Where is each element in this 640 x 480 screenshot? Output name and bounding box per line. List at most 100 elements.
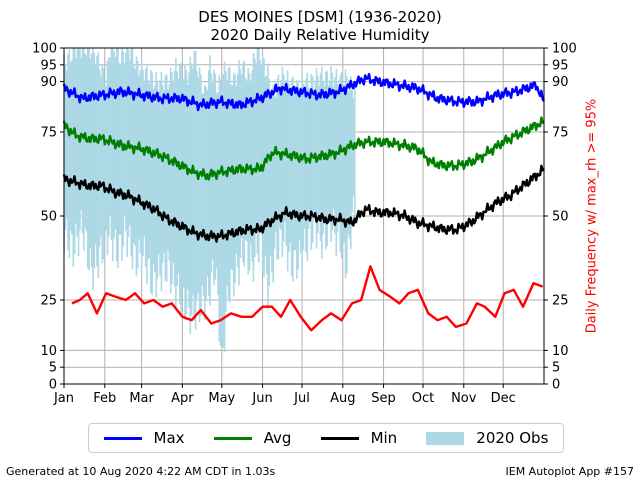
legend-swatch-avg (213, 436, 252, 440)
obs-bar (65, 70, 68, 219)
chart-legend: Max Avg Min 2020 Obs (88, 423, 564, 453)
obs-bar (332, 86, 335, 210)
obs-bar (176, 71, 178, 286)
series-line-min (62, 164, 545, 243)
y-tick-label-right: 95 (552, 58, 569, 73)
obs-bar (147, 79, 150, 260)
obs-bar (286, 70, 289, 272)
obs-bar (311, 76, 314, 243)
obs-bar (259, 59, 261, 230)
obs-bar (115, 48, 118, 262)
obs-bar (281, 66, 284, 257)
obs-bar (321, 66, 323, 260)
obs-bar (193, 51, 196, 321)
obs-bar (167, 89, 169, 251)
obs-bar (148, 83, 151, 259)
obs-bar (339, 75, 342, 252)
obs-bar (255, 63, 257, 234)
obs-bar (106, 60, 109, 256)
obs-bar (157, 91, 160, 255)
obs-bar (125, 52, 127, 232)
y-tick-label-right: 90 (552, 75, 569, 90)
obs-bar (204, 85, 206, 320)
x-tick-label: Nov (451, 391, 477, 406)
obs-bar (347, 92, 349, 235)
obs-bar (163, 90, 165, 253)
obs-bar (297, 82, 299, 270)
obs-bar (155, 71, 157, 298)
obs-bar (202, 93, 205, 296)
obs-bar (121, 48, 123, 261)
obs-bar (231, 85, 234, 270)
obs-bar (201, 94, 203, 286)
y-tick-label-right: 10 (552, 344, 569, 359)
y-tick-label-left: 75 (40, 126, 57, 141)
obs-bar (310, 73, 313, 250)
obs-bar (232, 72, 235, 297)
obs-bar (268, 78, 271, 286)
obs-bar (294, 93, 297, 251)
y-tick-label-right: 0 (552, 378, 560, 393)
y-tick-label-right: 100 (552, 42, 577, 57)
obs-bar (238, 60, 240, 286)
obs-bar (338, 90, 340, 222)
legend-label-max: Max (153, 429, 185, 447)
obs-bar (227, 67, 230, 301)
footer-app: IEM Autoplot App #157 (505, 465, 635, 478)
obs-bar (119, 63, 122, 235)
y-tick-label-right: 25 (552, 294, 569, 309)
obs-bar (197, 77, 200, 294)
obs-bar (169, 67, 172, 294)
x-tick-label: Jul (293, 391, 310, 406)
obs-bar (123, 62, 126, 217)
obs-bar (151, 72, 154, 296)
obs-bar (85, 55, 88, 232)
obs-bar (184, 64, 186, 320)
y-tick-label-left: 5 (49, 361, 57, 376)
x-tick-label: Jun (251, 391, 272, 406)
obs-bar (342, 86, 344, 235)
obs-bar (307, 87, 310, 229)
legend-swatch-obs (426, 431, 465, 445)
obs-bar (256, 48, 259, 254)
obs-bar (223, 61, 226, 353)
obs-bar (181, 78, 184, 285)
obs-bar (276, 78, 278, 260)
obs-bar (64, 65, 67, 231)
obs-bar (230, 84, 232, 270)
obs-bar (228, 67, 231, 303)
obs-bar (288, 83, 290, 252)
obs-bar (138, 76, 140, 240)
series-line-max (62, 72, 546, 112)
obs-bar (317, 76, 319, 234)
obs-bar (69, 62, 72, 231)
y-tick-label-right: 75 (552, 126, 569, 141)
obs-bar (305, 78, 307, 253)
obs-bar (98, 69, 101, 248)
obs-bar (165, 74, 168, 282)
obs-bar (173, 70, 176, 287)
obs-bar (110, 48, 113, 240)
obs-bar (96, 55, 98, 267)
obs-bar (215, 92, 218, 269)
obs-bar (139, 69, 142, 254)
obs-bar (154, 85, 156, 273)
obs-bar (105, 85, 107, 231)
obs-bar (136, 61, 139, 269)
x-tick-label: Dec (491, 391, 516, 406)
obs-bar (219, 79, 222, 346)
chart-title-line1: DES MOINES [DSM] (1936-2020) (198, 8, 442, 26)
x-tick-label: May (208, 391, 235, 406)
series-line-daily-frequency-w-max-rh-95 (71, 265, 544, 332)
obs-bar (189, 56, 192, 335)
obs-bar (298, 95, 301, 241)
chart-title-line2: 2020 Daily Relative Humidity (210, 26, 430, 44)
x-tick-label: Aug (330, 391, 355, 406)
obs-bar (156, 80, 159, 279)
obs-bar (234, 75, 236, 283)
obs-bar (340, 72, 343, 259)
obs-bar (318, 86, 321, 215)
obs-bar (250, 82, 252, 245)
obs-bar (242, 62, 244, 262)
y-tick-label-left: 10 (40, 344, 57, 359)
